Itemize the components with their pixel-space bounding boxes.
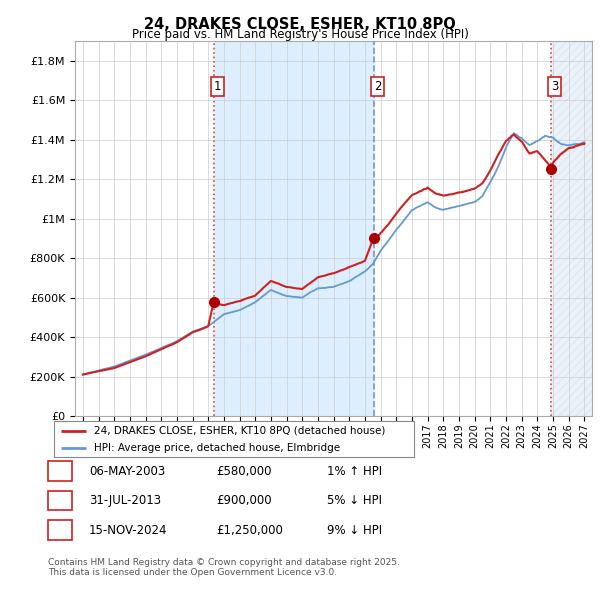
Text: 24, DRAKES CLOSE, ESHER, KT10 8PQ: 24, DRAKES CLOSE, ESHER, KT10 8PQ xyxy=(144,17,456,31)
Text: 1% ↑ HPI: 1% ↑ HPI xyxy=(327,464,382,478)
Text: 2: 2 xyxy=(56,494,64,507)
Text: Contains HM Land Registry data © Crown copyright and database right 2025.
This d: Contains HM Land Registry data © Crown c… xyxy=(48,558,400,577)
Bar xyxy=(551,41,592,416)
Text: 3: 3 xyxy=(551,80,559,93)
Text: 06-MAY-2003: 06-MAY-2003 xyxy=(89,464,165,478)
Text: HPI: Average price, detached house, Elmbridge: HPI: Average price, detached house, Elmb… xyxy=(94,443,340,453)
Text: 2: 2 xyxy=(374,80,382,93)
Text: £580,000: £580,000 xyxy=(216,464,271,478)
Text: 5% ↓ HPI: 5% ↓ HPI xyxy=(327,494,382,507)
Text: 9% ↓ HPI: 9% ↓ HPI xyxy=(327,523,382,537)
Text: 24, DRAKES CLOSE, ESHER, KT10 8PQ (detached house): 24, DRAKES CLOSE, ESHER, KT10 8PQ (detac… xyxy=(94,426,385,436)
Bar xyxy=(214,41,374,416)
Text: £900,000: £900,000 xyxy=(216,494,272,507)
Text: 1: 1 xyxy=(214,80,221,93)
Text: 31-JUL-2013: 31-JUL-2013 xyxy=(89,494,161,507)
Text: Price paid vs. HM Land Registry's House Price Index (HPI): Price paid vs. HM Land Registry's House … xyxy=(131,28,469,41)
Text: 15-NOV-2024: 15-NOV-2024 xyxy=(89,523,167,537)
Text: £1,250,000: £1,250,000 xyxy=(216,523,283,537)
Text: 3: 3 xyxy=(56,523,64,537)
Text: 1: 1 xyxy=(56,464,64,478)
